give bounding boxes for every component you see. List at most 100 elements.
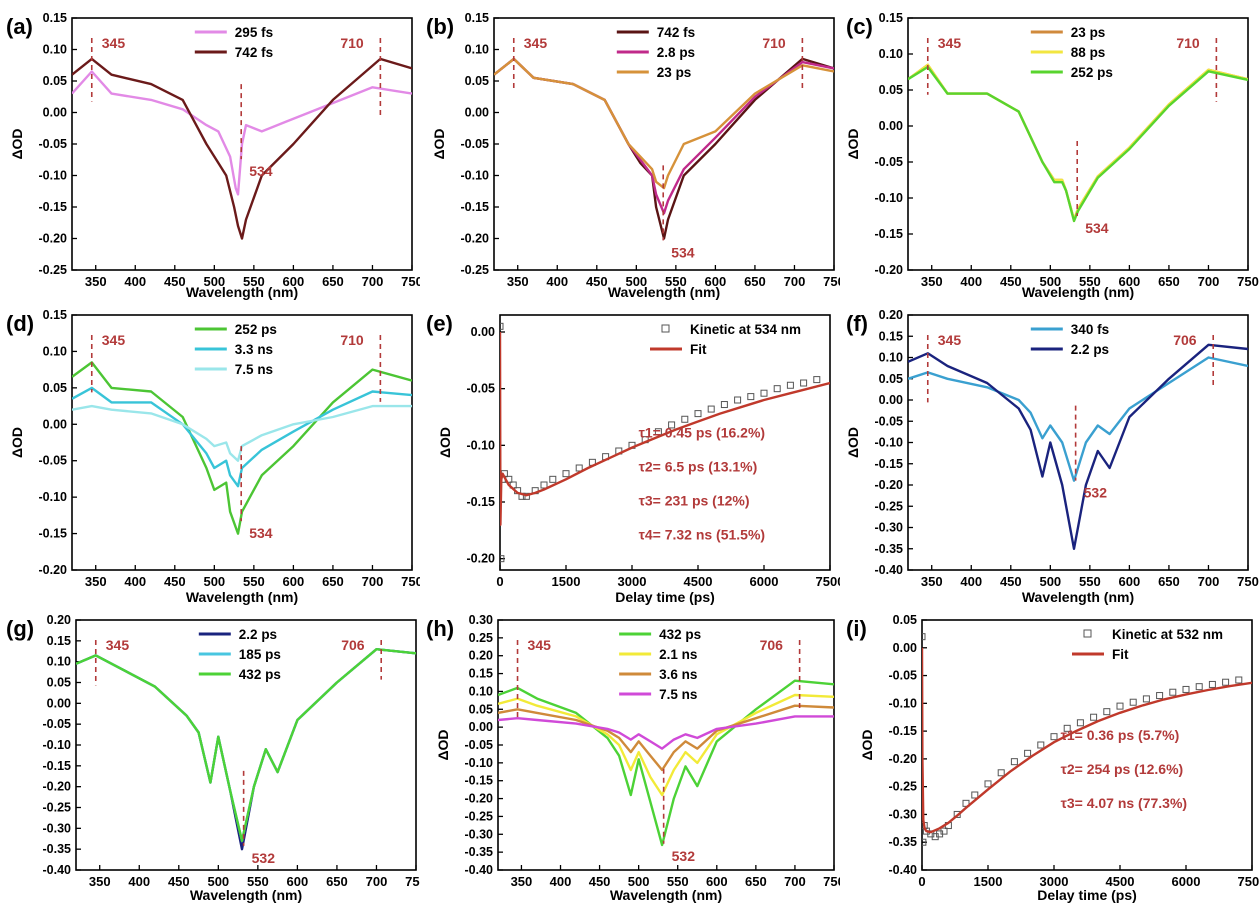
y-tick-label: -0.05 (875, 414, 904, 428)
x-tick-label: 500 (625, 274, 647, 289)
x-tick-label: 450 (1000, 274, 1022, 289)
chart-panel: (d) 350 400 450 500 550 600 650 700 750 -0.20 -0.15… (6, 308, 420, 605)
legend-label: Kinetic at 534 nm (690, 322, 801, 337)
x-tick-label: 1500 (974, 874, 1003, 889)
y-tick-label: -0.05 (39, 454, 68, 468)
y-tick-label: -0.10 (43, 738, 72, 752)
data-point (1103, 708, 1111, 716)
y-tick-label: 0.10 (879, 351, 903, 365)
dip-label: 534 (249, 525, 273, 541)
data-point (1142, 695, 1150, 703)
plot-area (498, 679, 834, 847)
y-tick-label: -0.30 (43, 821, 72, 835)
series-line (76, 648, 416, 842)
data-point (1156, 692, 1164, 700)
data-point (760, 389, 768, 397)
y-tick-label: -0.20 (467, 552, 496, 566)
x-tick-label: 0 (918, 874, 925, 889)
series-line (922, 647, 1252, 834)
x-tick-label: 350 (89, 874, 111, 889)
y-tick-label: -0.15 (43, 759, 72, 773)
series-line (72, 404, 412, 462)
x-tick-label: 550 (1079, 574, 1101, 589)
data-point (940, 827, 948, 835)
y-tick-label: 0.15 (465, 11, 489, 25)
x-tick-label: 600 (705, 274, 727, 289)
plot-area (500, 322, 830, 563)
x-axis-label: Wavelength (nm) (186, 284, 298, 300)
x-tick-label: 700 (784, 274, 806, 289)
y-tick-label: 0.05 (879, 372, 903, 386)
y-tick-label: -0.05 (461, 137, 490, 151)
x-tick-label: 500 (1039, 574, 1061, 589)
y-tick-label: -0.20 (461, 232, 490, 246)
data-point (1063, 724, 1071, 732)
series-line (72, 57, 412, 240)
x-tick-label: 600 (287, 874, 309, 889)
data-point (813, 376, 821, 384)
y-tick-label: -0.20 (875, 478, 904, 492)
y-tick-label: -0.05 (889, 669, 918, 683)
y-tick-label: -0.05 (467, 382, 496, 396)
y-tick-label: -0.15 (465, 774, 494, 788)
x-tick-label: 700 (784, 874, 806, 889)
x-axis-label: Wavelength (nm) (608, 284, 720, 300)
x-tick-label: 6000 (1172, 874, 1201, 889)
x-tick-label: 350 (921, 574, 943, 589)
x-tick-label: 500 (203, 574, 225, 589)
y-axis-label: ΔOD (845, 427, 861, 458)
data-point (747, 393, 755, 401)
peak-label: 710 (762, 35, 786, 51)
x-tick-label: 750 (823, 874, 840, 889)
chart-panel: (a) 350 400 450 500 550 600 650 700 750 -0.25 -0.20… (6, 11, 420, 300)
plot-frame (71, 314, 413, 571)
x-tick-label: 650 (744, 274, 766, 289)
y-tick-label: -0.25 (461, 263, 490, 277)
legend-label: 432 ps (659, 627, 701, 642)
y-tick-label: 0.00 (893, 641, 917, 655)
data-point (540, 481, 548, 489)
series-line (908, 343, 1248, 550)
y-tick-label: 0.25 (469, 631, 493, 645)
y-tick-label: 0.05 (43, 74, 67, 88)
data-point (549, 475, 557, 483)
y-tick-label: -0.20 (43, 780, 72, 794)
plot-area (72, 57, 412, 240)
y-tick-label: -0.10 (875, 436, 904, 450)
x-axis-label: Delay time (ps) (615, 589, 715, 605)
panel-label: (f) (846, 311, 868, 336)
x-tick-label: 750 (823, 274, 840, 289)
data-point (773, 385, 781, 393)
peak-label: 345 (106, 637, 130, 653)
x-tick-label: 400 (550, 874, 572, 889)
fit-parameter: τ1= 0.36 ps (5.7%) (1061, 727, 1180, 743)
legend-label: 432 ps (239, 667, 281, 682)
y-tick-label: -0.10 (461, 169, 490, 183)
data-point (984, 780, 992, 788)
x-tick-label: 700 (1198, 274, 1220, 289)
x-tick-label: 650 (1158, 574, 1180, 589)
x-tick-label: 550 (243, 574, 265, 589)
data-point (1182, 685, 1190, 693)
legend-label: Kinetic at 532 nm (1112, 627, 1223, 642)
plot-area (72, 361, 412, 535)
data-point (1037, 741, 1045, 749)
x-tick-label: 550 (667, 874, 689, 889)
y-tick-label: 0.05 (465, 74, 489, 88)
y-tick-label: -0.35 (43, 842, 72, 856)
series-line (72, 361, 412, 535)
series-line (494, 57, 834, 190)
y-tick-label: 0.10 (43, 344, 67, 358)
y-tick-label: -0.10 (465, 756, 494, 770)
y-tick-label: -0.35 (875, 542, 904, 556)
peak-label: 710 (340, 35, 364, 51)
x-tick-label: 450 (168, 874, 190, 889)
data-point (786, 381, 794, 389)
y-tick-label: 0.30 (469, 613, 493, 627)
y-tick-label: 0.00 (47, 696, 71, 710)
x-tick-label: 7500 (816, 574, 840, 589)
series-line (498, 704, 834, 772)
fit-parameter: τ2= 254 ps (12.6%) (1061, 761, 1184, 777)
x-tick-label: 400 (124, 274, 146, 289)
peak-label: 710 (340, 332, 364, 348)
